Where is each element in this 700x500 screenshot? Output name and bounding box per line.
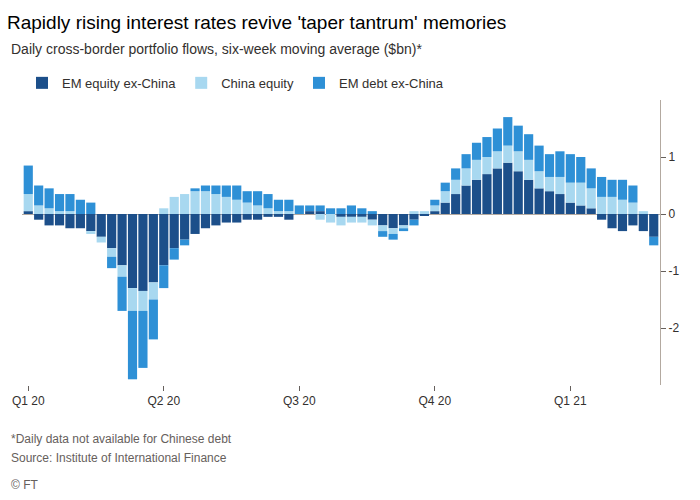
svg-text:Source: Institute of Internati: Source: Institute of International Finan… <box>11 451 227 465</box>
svg-text:EM debt ex-China: EM debt ex-China <box>339 76 444 91</box>
svg-text:EM equity ex-China: EM equity ex-China <box>62 76 176 91</box>
svg-text:*Daily data not available for: *Daily data not available for Chinese de… <box>11 432 232 446</box>
svg-text:1: 1 <box>668 150 675 164</box>
svg-text:-2: -2 <box>668 321 679 335</box>
svg-text:Daily cross-border portfolio f: Daily cross-border portfolio flows, six-… <box>11 41 422 57</box>
svg-text:Q2 20: Q2 20 <box>147 394 180 408</box>
svg-text:© FT: © FT <box>11 478 39 492</box>
svg-text:China equity: China equity <box>221 76 294 91</box>
svg-text:Q1 20: Q1 20 <box>12 394 45 408</box>
svg-text:Q3 20: Q3 20 <box>283 394 316 408</box>
svg-text:Rapidly rising interest rates: Rapidly rising interest rates revive 'ta… <box>7 12 506 33</box>
svg-text:Q4 20: Q4 20 <box>418 394 451 408</box>
svg-text:Q1 21: Q1 21 <box>554 394 587 408</box>
svg-text:-1: -1 <box>668 264 679 278</box>
svg-text:0: 0 <box>668 207 675 221</box>
